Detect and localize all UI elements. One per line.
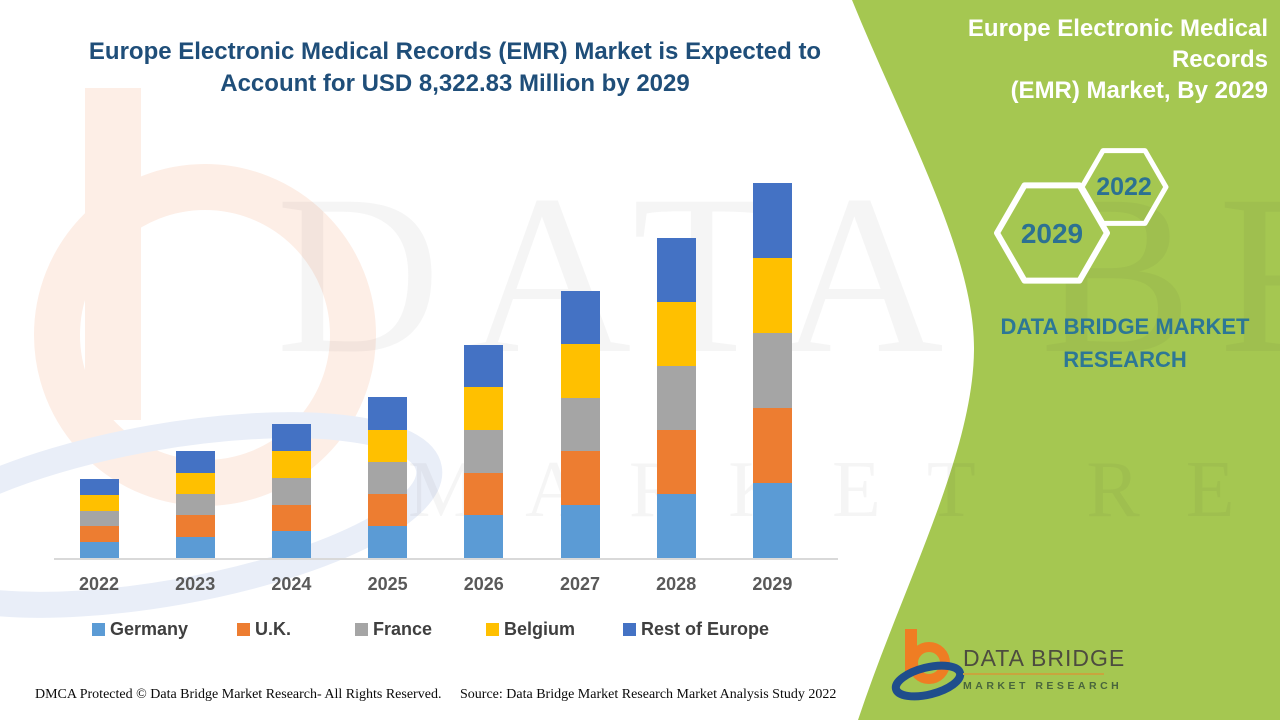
x-axis-label-2029: 2029 — [752, 574, 793, 594]
logo-underline — [963, 673, 1104, 675]
legend-swatch-germany — [92, 623, 105, 636]
bar-segment-france-2029 — [752, 332, 792, 408]
bar-segment-belgium-2028 — [656, 301, 696, 366]
stacked-bar-2025 — [368, 397, 408, 558]
watermark-swoosh — [0, 412, 443, 618]
bar-segment-rest-of-europe-2024 — [271, 424, 311, 452]
bar-segment-belgium-2027 — [560, 344, 600, 398]
bar-segment-germany-2025 — [368, 525, 408, 558]
x-axis-label-2023: 2023 — [175, 574, 216, 594]
bar-segment-belgium-2026 — [464, 387, 504, 430]
chart-title-line2: Account for USD 8,322.83 Million by 2029 — [220, 70, 690, 97]
bar-segment-rest-of-europe-2029 — [752, 183, 792, 258]
legend-item-france: France — [355, 619, 432, 640]
legend-label-germany: Germany — [110, 619, 189, 639]
bar-segment-u-k--2027 — [560, 451, 600, 505]
stacked-bar-2023 — [175, 451, 215, 558]
bar-segment-belgium-2024 — [271, 451, 311, 478]
x-axis-label-2025: 2025 — [367, 574, 408, 594]
legend-label-rest-of-europe: Rest of Europe — [641, 619, 770, 639]
bar-segment-belgium-2029 — [752, 258, 792, 333]
legend-swatch-france — [355, 623, 368, 636]
legend-label-belgium: Belgium — [504, 619, 576, 639]
x-axis-label-2024: 2024 — [271, 574, 312, 594]
bar-segment-rest-of-europe-2027 — [560, 290, 600, 345]
stacked-bar-2027 — [560, 290, 600, 558]
bar-segment-belgium-2022 — [79, 494, 119, 511]
stacked-bar-2026 — [464, 344, 504, 558]
bar-segment-germany-2022 — [79, 542, 119, 558]
watermark-text-row2: MARKET RESEARCH — [408, 446, 1280, 534]
bar-segment-germany-2026 — [464, 515, 504, 558]
bar-segment-belgium-2025 — [368, 429, 408, 462]
bar-segment-rest-of-europe-2026 — [464, 344, 504, 388]
green-band-shape — [852, 0, 1280, 720]
bar-segment-france-2025 — [368, 461, 408, 494]
legend-item-rest-of-europe: Rest of Europe — [623, 619, 769, 640]
legend-swatch-belgium — [486, 623, 499, 636]
bar-segment-rest-of-europe-2023 — [175, 451, 215, 473]
bar-segment-france-2027 — [560, 397, 600, 452]
bar-segment-germany-2027 — [560, 504, 600, 558]
legend-item-belgium: Belgium — [486, 619, 575, 640]
bar-segment-france-2024 — [271, 477, 311, 505]
hexagon-year-2022: 2022 — [1096, 173, 1152, 201]
x-axis-label-2022: 2022 — [78, 574, 120, 594]
bar-segment-rest-of-europe-2028 — [656, 237, 696, 302]
legend-label-france: France — [373, 619, 433, 639]
bar-segment-france-2023 — [175, 493, 215, 516]
bar-segment-u-k--2029 — [752, 407, 792, 483]
bar-segment-u-k--2022 — [79, 526, 119, 543]
side-panel-title: Europe Electronic Medical Records (EMR) … — [876, 13, 1268, 106]
legend-label-u-k-: U.K. — [255, 619, 291, 639]
hexagon-year-2029: 2029 — [1020, 218, 1084, 249]
bar-segment-belgium-2023 — [175, 472, 215, 494]
legend-swatch-rest-of-europe — [623, 623, 636, 636]
bar-segment-u-k--2026 — [464, 472, 504, 516]
bar-segment-france-2028 — [656, 365, 696, 430]
bar-segment-u-k--2028 — [656, 429, 696, 494]
bar-segment-germany-2023 — [175, 536, 215, 558]
legend-item-u-k-: U.K. — [237, 619, 291, 640]
stacked-bar-2024 — [271, 424, 311, 558]
legend-swatch-u-k- — [237, 623, 250, 636]
stacked-bar-2029 — [752, 183, 792, 558]
dmca-notice: DMCA Protected © Data Bridge Market Rese… — [35, 687, 442, 702]
side-panel-title-line2: (EMR) Market, By 2029 — [1010, 77, 1268, 104]
brand-wordmark-line1: DATA BRIDGE MARKET — [1000, 314, 1250, 339]
legend-item-germany: Germany — [92, 619, 188, 640]
brand-wordmark: DATA BRIDGE MARKET RESEARCH — [990, 310, 1260, 376]
bar-segment-u-k--2025 — [368, 493, 408, 526]
bar-segment-u-k--2024 — [271, 504, 311, 532]
brand-wordmark-line2: RESEARCH — [1063, 347, 1187, 372]
x-axis-line — [54, 558, 838, 560]
chart-title-line1: Europe Electronic Medical Records (EMR) … — [88, 38, 822, 65]
hexagon-2029 — [994, 182, 1110, 284]
side-panel-title-line1: Europe Electronic Medical Records — [967, 15, 1268, 73]
bar-segment-germany-2029 — [752, 483, 792, 558]
source-note: Source: Data Bridge Market Research Mark… — [460, 687, 837, 702]
chart-title: Europe Electronic Medical Records (EMR) … — [65, 36, 845, 100]
x-axis-label-2028: 2028 — [656, 574, 697, 594]
stacked-bar-2022 — [79, 479, 119, 558]
logo-name-text: DATA BRIDGE — [963, 645, 1126, 671]
bar-segment-rest-of-europe-2022 — [79, 479, 119, 495]
bar-segment-u-k--2023 — [175, 515, 215, 537]
x-axis-label-2026: 2026 — [463, 574, 504, 594]
stacked-bar-2028 — [656, 237, 696, 558]
bar-segment-germany-2024 — [271, 531, 311, 558]
logo-subtitle-text: MARKET RESEARCH — [963, 680, 1123, 692]
bar-segment-rest-of-europe-2025 — [368, 397, 408, 430]
bar-segment-france-2026 — [464, 429, 504, 473]
x-axis-label-2027: 2027 — [559, 574, 601, 594]
databridge-logo-icon — [891, 629, 965, 701]
bar-segment-france-2022 — [79, 510, 119, 527]
bar-segment-germany-2028 — [656, 493, 696, 558]
